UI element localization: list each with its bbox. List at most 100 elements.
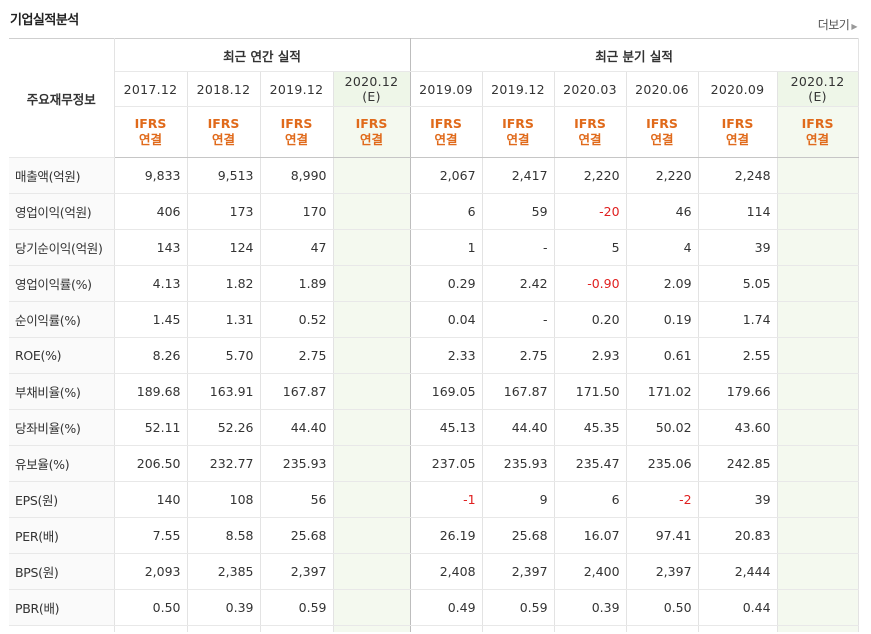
annual-value-cell: 8.26 bbox=[114, 337, 188, 374]
tail-cell bbox=[260, 625, 334, 632]
annual-value-cell: 108 bbox=[187, 481, 261, 518]
annual-value-cell bbox=[333, 337, 411, 374]
quarter-value-cell: 2,220 bbox=[626, 157, 699, 194]
annual-value-cell bbox=[333, 301, 411, 338]
annual-value-cell: 406 bbox=[114, 193, 188, 230]
row-label: 순이익률(%) bbox=[9, 301, 115, 338]
quarter-value-cell: 0.44 bbox=[698, 589, 778, 626]
quarter-value-cell: 5 bbox=[554, 229, 627, 266]
annual-value-cell: 8,990 bbox=[260, 157, 334, 194]
row-label: 당좌비율(%) bbox=[9, 409, 115, 446]
consolidated-label: 연결 bbox=[650, 132, 674, 147]
basis-header: IFRS 연결 bbox=[410, 106, 483, 158]
section-title: 기업실적분석 bbox=[10, 13, 79, 28]
period-label: 2017.12 bbox=[123, 81, 178, 97]
table-row: PER(배) 7.55 8.58 25.68 26.19 25.68 16.07 97.41 2… bbox=[9, 517, 859, 554]
quarter-value-cell: 114 bbox=[698, 193, 778, 230]
quarter-value-cell: -20 bbox=[554, 193, 627, 230]
quarter-value-cell: 9 bbox=[482, 481, 555, 518]
annual-value-cell: 9,513 bbox=[187, 157, 261, 194]
period-label: 2020.06 bbox=[635, 81, 689, 97]
quarter-value-cell: 50.02 bbox=[626, 409, 699, 446]
basis-header: IFRS 연결 bbox=[777, 106, 859, 158]
basis-header: IFRS 연결 bbox=[114, 106, 188, 158]
quarter-value-cell: 2,444 bbox=[698, 553, 778, 590]
quarter-value-cell bbox=[777, 553, 859, 590]
quarter-value-cell: 0.50 bbox=[626, 589, 699, 626]
table-row: 부채비율(%) 189.68 163.91 167.87 169.05 167.87 171… bbox=[9, 373, 859, 410]
quarter-value-cell: 20.83 bbox=[698, 517, 778, 554]
row-label: 당기순이익(억원) bbox=[9, 229, 115, 266]
ifrs-label: IFRS bbox=[355, 116, 388, 131]
quarter-value-cell: 0.49 bbox=[410, 589, 483, 626]
basis-header: IFRS 연결 bbox=[554, 106, 627, 158]
ifrs-label: IFRS bbox=[430, 116, 462, 131]
annual-value-cell bbox=[333, 373, 411, 410]
row-label: 유보율(%) bbox=[9, 445, 115, 482]
quarter-value-cell: 4 bbox=[626, 229, 699, 266]
quarter-value-cell: 39 bbox=[698, 229, 778, 266]
annual-value-cell: 232.77 bbox=[187, 445, 261, 482]
annual-value-cell: 143 bbox=[114, 229, 188, 266]
period-label: 2020.03 bbox=[563, 81, 617, 97]
row-label: 영업이익률(%) bbox=[9, 265, 115, 302]
quarter-value-cell: 1.74 bbox=[698, 301, 778, 338]
quarter-value-cell: 2.33 bbox=[410, 337, 483, 374]
quarter-value-cell: 26.19 bbox=[410, 517, 483, 554]
quarter-value-cell: 2,417 bbox=[482, 157, 555, 194]
annual-value-cell bbox=[333, 445, 411, 482]
annual-value-cell: 4.13 bbox=[114, 265, 188, 302]
quarter-value-cell bbox=[777, 337, 859, 374]
annual-value-cell: 7.55 bbox=[114, 517, 188, 554]
annual-value-cell: 5.70 bbox=[187, 337, 261, 374]
quarter-value-cell: 169.05 bbox=[410, 373, 483, 410]
annual-value-cell: 173 bbox=[187, 193, 261, 230]
quarter-value-cell: 242.85 bbox=[698, 445, 778, 482]
quarter-value-cell: 0.20 bbox=[554, 301, 627, 338]
period-header: 2020.09 bbox=[698, 71, 778, 107]
annual-value-cell: 1.89 bbox=[260, 265, 334, 302]
quarter-value-cell: 6 bbox=[410, 193, 483, 230]
annual-value-cell: 167.87 bbox=[260, 373, 334, 410]
quarter-value-cell: 2,397 bbox=[482, 553, 555, 590]
quarter-value-cell bbox=[777, 481, 859, 518]
quarter-value-cell: 6 bbox=[554, 481, 627, 518]
consolidated-label: 연결 bbox=[138, 132, 162, 147]
quarter-value-cell: 39 bbox=[698, 481, 778, 518]
annual-value-cell: 52.11 bbox=[114, 409, 188, 446]
tail-cell bbox=[333, 625, 411, 632]
quarter-value-cell bbox=[777, 265, 859, 302]
annual-value-cell: 1.45 bbox=[114, 301, 188, 338]
period-header: 2020.06 bbox=[626, 71, 699, 107]
annual-value-cell: 2,093 bbox=[114, 553, 188, 590]
more-link[interactable]: 더보기 ▶ bbox=[818, 16, 858, 33]
annual-value-cell: 2,397 bbox=[260, 553, 334, 590]
period-header: 2018.12 bbox=[187, 71, 261, 107]
quarter-value-cell: 46 bbox=[626, 193, 699, 230]
group-header-row: 주요재무정보 최근 연간 실적 최근 분기 실적 bbox=[9, 38, 859, 158]
ifrs-label: IFRS bbox=[574, 116, 606, 131]
annual-value-cell: 140 bbox=[114, 481, 188, 518]
annual-value-cell: 0.59 bbox=[260, 589, 334, 626]
estimate-suffix: (E) bbox=[808, 89, 827, 104]
quarter-value-cell: 43.60 bbox=[698, 409, 778, 446]
quarter-value-cell bbox=[777, 445, 859, 482]
quarter-group-header: 최근 분기 실적 bbox=[410, 38, 859, 72]
quarter-value-cell: 1 bbox=[410, 229, 483, 266]
consolidated-label: 연결 bbox=[360, 132, 384, 147]
annual-value-cell bbox=[333, 229, 411, 266]
annual-value-cell: 170 bbox=[260, 193, 334, 230]
tail-cell bbox=[482, 625, 555, 632]
basis-header: IFRS 연결 bbox=[260, 106, 334, 158]
period-label: 2019.09 bbox=[419, 81, 473, 97]
row-header-label: 주요재무정보 bbox=[9, 38, 115, 158]
quarter-value-cell: 0.29 bbox=[410, 265, 483, 302]
annual-value-cell: 206.50 bbox=[114, 445, 188, 482]
annual-value-cell: 0.52 bbox=[260, 301, 334, 338]
table-row: 매출액(억원) 9,833 9,513 8,990 2,067 2,417 2,220 2,2… bbox=[9, 157, 859, 194]
table-row: 당기순이익(억원) 143 124 47 1-5 4 39 bbox=[9, 229, 859, 266]
quarter-value-cell: 5.05 bbox=[698, 265, 778, 302]
table-row: 영업이익(억원) 406 173 170 6 59 -20 46 114 bbox=[9, 193, 859, 230]
annual-value-cell bbox=[333, 265, 411, 302]
quarter-value-cell: -0.90 bbox=[554, 265, 627, 302]
